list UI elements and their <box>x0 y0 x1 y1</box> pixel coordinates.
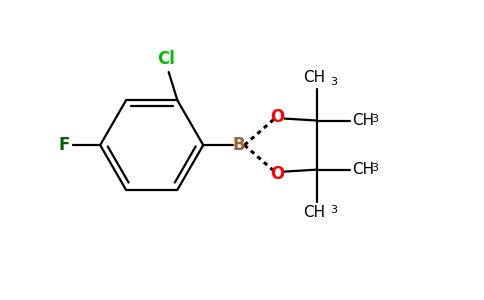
Text: CH: CH <box>303 70 326 85</box>
Text: 3: 3 <box>330 77 337 87</box>
Text: B: B <box>232 136 245 154</box>
Text: CH: CH <box>352 113 375 128</box>
Text: F: F <box>59 136 70 154</box>
Text: O: O <box>270 108 284 126</box>
Text: 3: 3 <box>330 206 337 215</box>
Text: CH: CH <box>303 206 326 220</box>
Text: 3: 3 <box>371 163 378 173</box>
Text: CH: CH <box>352 162 375 177</box>
Text: O: O <box>270 165 284 183</box>
Text: Cl: Cl <box>157 50 175 68</box>
Text: 3: 3 <box>371 114 378 124</box>
